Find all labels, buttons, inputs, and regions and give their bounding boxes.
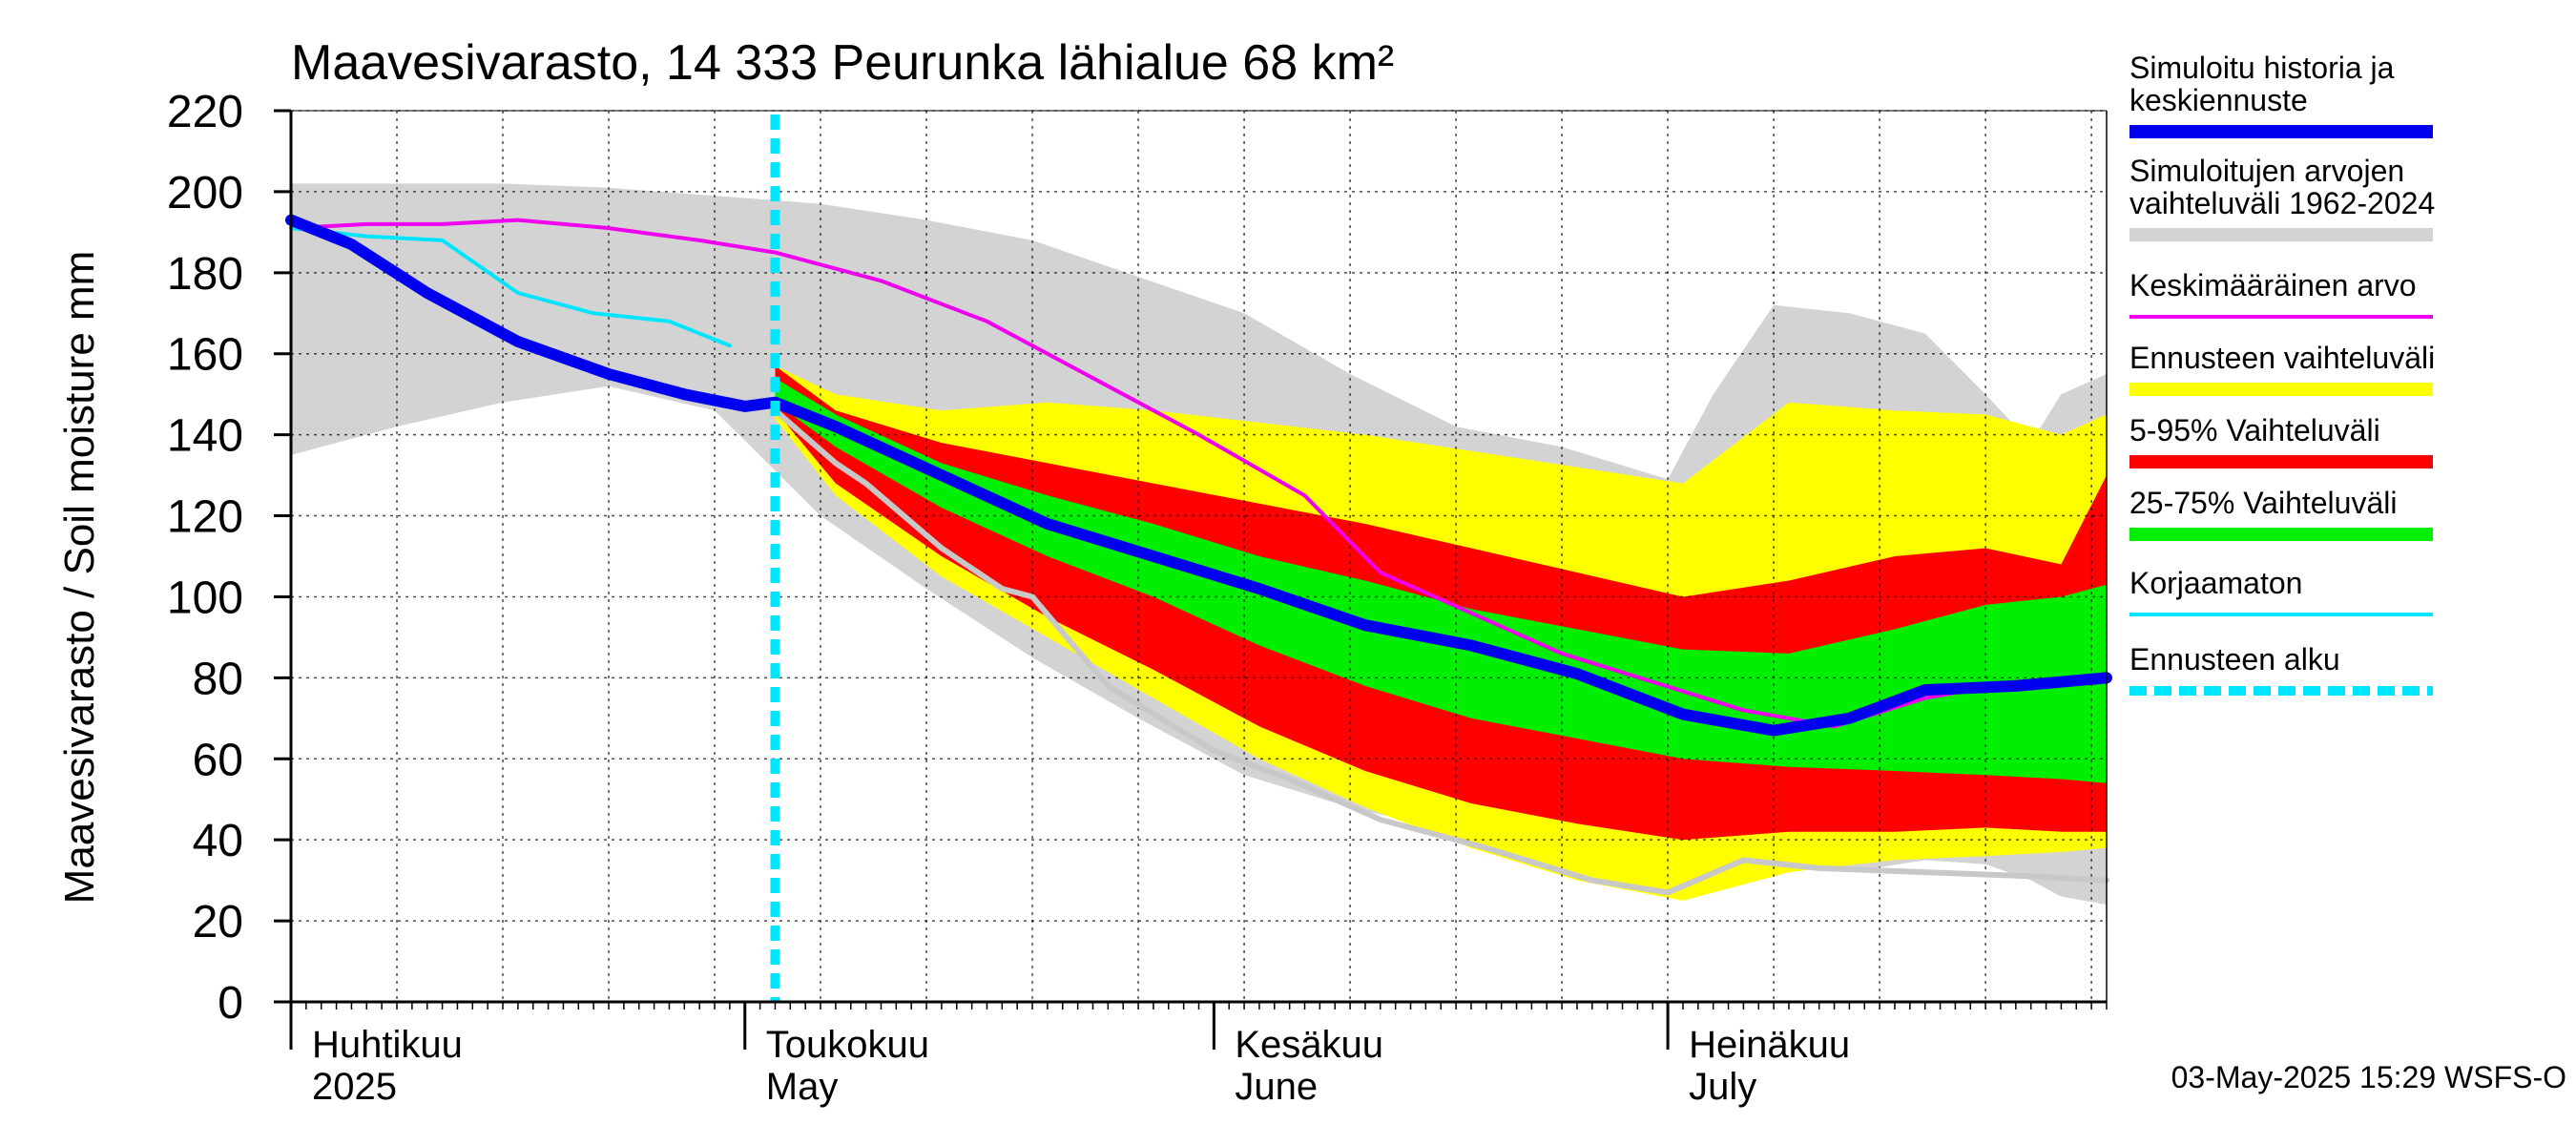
band-25-75	[775, 378, 2107, 783]
x-month-label-en: May	[766, 1066, 839, 1108]
legend: Simuloitu historia ja keskiennuste Simuloi…	[2129, 51, 2435, 696]
x-month-label-fi: Kesäkuu	[1235, 1024, 1383, 1066]
chart-title: Maavesivarasto, 14 333 Peurunka lähialue…	[291, 35, 1394, 91]
x-month-label-en: July	[1689, 1066, 1756, 1108]
y-tick-label: 180	[167, 249, 243, 300]
legend-label: Simuloitu historia ja keskiennuste	[2129, 51, 2395, 117]
uncorrected-forecast-line	[772, 407, 2109, 896]
timestamp-label: 03-May-2025 15:29 WSFS-O	[2171, 1060, 2566, 1094]
legend-item-fc_start: Ennusteen alku	[2129, 642, 2433, 696]
x-month-label-fi: Toukokuu	[766, 1024, 929, 1066]
grid-lines	[291, 110, 2107, 1002]
plot-area	[291, 183, 2107, 906]
x-month-label-fi: Huhtikuu	[312, 1024, 463, 1066]
series-lines	[285, 114, 2112, 1002]
uncorrected-history-line	[289, 226, 732, 348]
y-tick-label: 160	[167, 330, 243, 381]
legend-label: 5-95% Vaihteluväli	[2129, 413, 2380, 448]
axes: 0 20 40 60 80 100 120 140 160 180 200 220 Huhtikuu20…	[167, 87, 2108, 1108]
legend-item-history: Simuloitu historia ja keskiennuste	[2129, 51, 2433, 138]
y-tick-label: 140	[167, 411, 243, 462]
legend-item-uncorrected: Korjaamaton	[2129, 566, 2433, 616]
legend-label: Keskimääräinen arvo	[2129, 268, 2417, 302]
legend-label: Korjaamaton	[2129, 566, 2302, 600]
y-tick-label: 80	[193, 654, 243, 704]
y-axis-label: Maavesivarasto / Soil moisture mm	[56, 251, 103, 905]
x-month-label-fi: Heinäkuu	[1689, 1024, 1850, 1066]
legend-label: Simuloitujen arvojen vaihteluväli 1962-20…	[2129, 154, 2435, 220]
y-tick-label: 0	[218, 978, 243, 1029]
y-tick-label: 60	[193, 735, 243, 785]
legend-item-p25_75: 25-75% Vaihteluväli	[2129, 486, 2433, 541]
x-month-label-en: 2025	[312, 1066, 397, 1108]
y-tick-label: 120	[167, 492, 243, 543]
y-tick-label: 100	[167, 572, 243, 623]
legend-item-mean: Keskimääräinen arvo	[2129, 268, 2433, 319]
legend-item-p5_95: 5-95% Vaihteluväli	[2129, 413, 2433, 468]
history-forecast-line	[285, 214, 2112, 737]
x-month-label-en: June	[1235, 1066, 1318, 1108]
legend-label: 25-75% Vaihteluväli	[2129, 486, 2397, 520]
legend-label: Ennusteen vaihteluväli	[2129, 341, 2435, 375]
y-tick-label: 20	[193, 897, 243, 947]
y-tick-label: 40	[193, 816, 243, 866]
y-tick-label: 220	[167, 87, 243, 137]
y-tick-label: 200	[167, 168, 243, 219]
legend-item-range: Simuloitujen arvojen vaihteluväli 1962-20…	[2129, 154, 2435, 241]
legend-label: Ennusteen alku	[2129, 642, 2340, 677]
legend-item-fc_range: Ennusteen vaihteluväli	[2129, 341, 2435, 396]
